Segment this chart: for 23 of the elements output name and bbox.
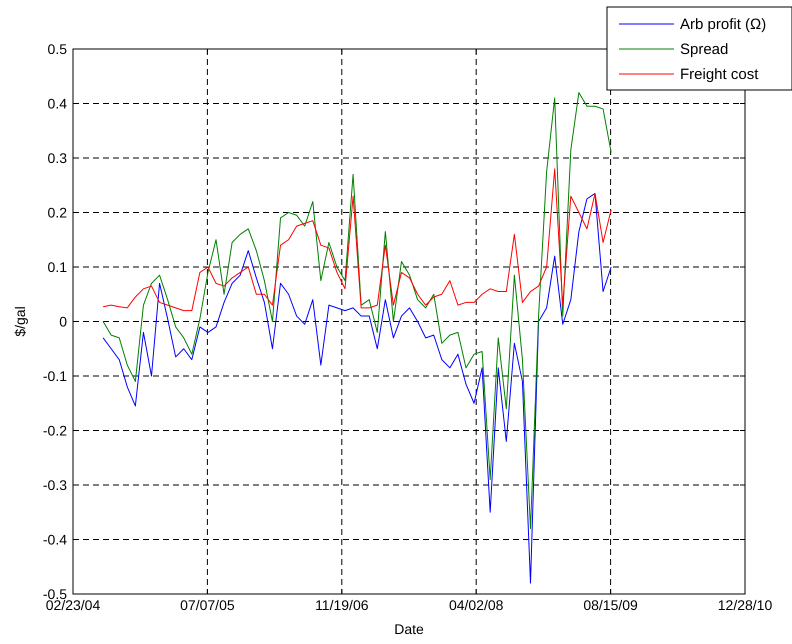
- y-tick-label: -0.2: [42, 422, 68, 438]
- line-series: [102, 92, 612, 530]
- y-tick-label: -0.4: [42, 532, 68, 548]
- line-series: [102, 168, 612, 312]
- y-tick-label: 0.4: [48, 96, 68, 112]
- y-tick-label: 0.3: [48, 150, 68, 166]
- y-axis-title: $/gal: [12, 306, 28, 337]
- x-tick-label: 07/07/05: [180, 597, 235, 613]
- y-tick-label: 0.2: [48, 204, 68, 220]
- y-tick-label: -0.1: [42, 368, 68, 384]
- x-axis-title: Date: [394, 621, 424, 637]
- line-series: [102, 192, 612, 584]
- legend-label: Freight cost: [680, 66, 760, 83]
- y-tick-label: 0.1: [48, 259, 68, 275]
- legend-label: Arb profit (Ω): [680, 16, 766, 33]
- y-tick-label: 0: [59, 314, 68, 330]
- y-tick-label: 0.5: [48, 41, 68, 57]
- y-tick-label: -0.3: [42, 477, 68, 493]
- x-tick-label: 04/02/08: [448, 597, 504, 613]
- x-tick-label: 08/15/09: [583, 597, 638, 613]
- legend-label: Spread: [680, 41, 728, 58]
- x-tick-label: 11/19/06: [315, 597, 369, 613]
- x-tick-label: 12/28/10: [718, 597, 772, 613]
